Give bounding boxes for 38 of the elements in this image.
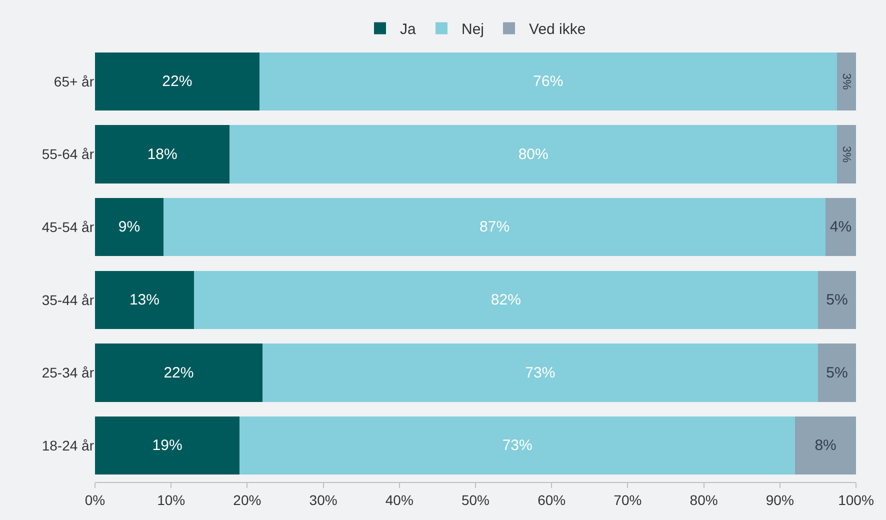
x-tick-label: 10% <box>157 492 186 508</box>
data-label: 76% <box>533 72 564 90</box>
x-tick-label: 40% <box>385 492 414 508</box>
data-label: 82% <box>490 291 521 308</box>
x-tick-label: 90% <box>766 492 794 508</box>
data-label: 22% <box>164 364 194 382</box>
x-tick-label: 30% <box>309 492 338 508</box>
x-tick-label: 20% <box>233 492 262 508</box>
data-label: 4% <box>830 218 852 236</box>
y-tick-label: 55-64 år <box>42 146 94 162</box>
data-label: 9% <box>118 218 140 236</box>
y-tick-label: 18-24 år <box>42 437 94 454</box>
data-label: 18% <box>147 146 178 163</box>
y-tick-label: 35-44 år <box>42 292 94 308</box>
y-tick-label: 25-34 år <box>42 364 94 381</box>
y-tick-label: 45-54 år <box>42 218 94 235</box>
data-label: 80% <box>518 146 548 163</box>
x-tick-label: 60% <box>538 492 566 508</box>
legend-label: Ja <box>400 21 416 38</box>
data-label: 22% <box>162 72 192 90</box>
data-label: 5% <box>826 291 848 308</box>
data-label: 13% <box>129 291 160 308</box>
x-tick-label: 80% <box>690 492 718 508</box>
data-label: 19% <box>152 437 182 454</box>
data-label: 87% <box>480 218 510 236</box>
x-tick-label: 70% <box>614 492 642 508</box>
legend-label: Nej <box>462 21 484 38</box>
legend-label: Ved ikke <box>529 21 586 38</box>
data-label: 73% <box>525 364 556 382</box>
data-label: 73% <box>502 437 532 454</box>
x-tick-label: 50% <box>461 492 490 508</box>
y-tick-label: 65+ år <box>54 73 94 90</box>
x-tick-label: 100% <box>838 492 874 508</box>
data-label: 3% <box>840 146 852 163</box>
data-label: 3% <box>840 73 852 90</box>
x-tick-label: 0% <box>84 492 106 508</box>
data-label: 8% <box>814 437 836 454</box>
data-label: 5% <box>826 364 848 382</box>
